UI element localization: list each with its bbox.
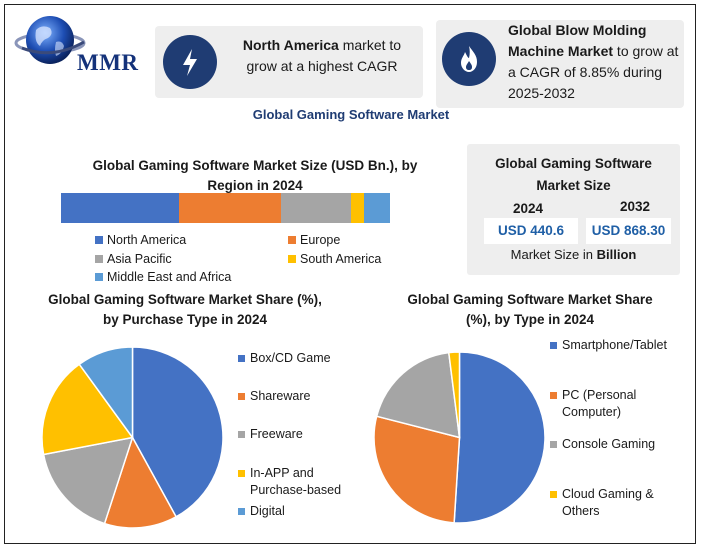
bar-segment-asia-pacific bbox=[281, 193, 351, 223]
legend-item-north-america: North America bbox=[95, 233, 186, 247]
legend-swatch bbox=[238, 355, 245, 362]
lightning-icon bbox=[163, 35, 217, 89]
pie-slice-digital bbox=[78, 346, 134, 440]
legend-swatch bbox=[238, 508, 245, 515]
legend-swatch bbox=[95, 236, 103, 244]
legend-label: Cloud Gaming & Others bbox=[562, 487, 654, 518]
legend-swatch bbox=[238, 393, 245, 400]
legend-swatch bbox=[95, 273, 103, 281]
pie-slice-shareware bbox=[103, 435, 178, 529]
legend-label: PC (Personal Computer) bbox=[562, 388, 637, 419]
purchase-type-chart-title: Global Gaming Software Market Share (%),… bbox=[48, 292, 322, 327]
info-box-blow-molding: Global Blow Molding Machine Market to gr… bbox=[436, 20, 684, 108]
pie-slice-freeware bbox=[42, 436, 134, 525]
page-title: Global Gaming Software Market bbox=[252, 107, 450, 122]
flame-icon bbox=[442, 32, 496, 86]
legend-label: Freeware bbox=[250, 427, 303, 441]
legend-swatch bbox=[238, 431, 245, 438]
logo-text: MMR bbox=[77, 50, 139, 75]
info-text-2: Global Blow Molding Machine Market to gr… bbox=[508, 22, 679, 101]
bar-segment-middle-east-and-africa bbox=[363, 193, 390, 223]
legend-swatch bbox=[550, 441, 557, 448]
legend-item-south-america: South America bbox=[288, 252, 381, 266]
legend-label: Shareware bbox=[250, 389, 311, 403]
pie-slice-in-app-and-purchase-based bbox=[41, 363, 134, 456]
legend-item-middle-east-and-africa: Middle East and Africa bbox=[95, 270, 231, 284]
infographic-frame bbox=[4, 4, 696, 544]
legend-label: Console Gaming bbox=[562, 437, 656, 451]
bar-segment-south-america bbox=[350, 193, 364, 223]
info-text-1: North America market to grow at a highes… bbox=[242, 37, 402, 74]
legend-label: South America bbox=[300, 252, 382, 266]
legend-label: In-APP and Purchase-based bbox=[250, 466, 342, 497]
pie-slice-console-gaming bbox=[375, 351, 461, 439]
legend-swatch bbox=[288, 255, 296, 263]
legend-label: Smartphone/Tablet bbox=[562, 338, 667, 352]
legend-swatch bbox=[288, 236, 296, 244]
market-size-box: Global Gaming Software Market Size 2024 … bbox=[467, 144, 680, 275]
legend-swatch bbox=[550, 491, 557, 498]
year-2032: 2032 bbox=[620, 199, 651, 214]
legend-label: Box/CD Game bbox=[250, 351, 331, 365]
legend-label: North America bbox=[107, 233, 187, 247]
legend-item-asia-pacific: Asia Pacific bbox=[95, 252, 172, 266]
bar-segment-europe bbox=[179, 193, 282, 223]
legend-label: Middle East and Africa bbox=[107, 270, 232, 284]
info-box-north-america: North America market to grow at a highes… bbox=[155, 26, 423, 98]
globe-icon bbox=[14, 16, 86, 64]
legend-swatch bbox=[550, 392, 557, 399]
region-stacked-bar bbox=[61, 193, 390, 223]
value-2032: USD 868.30 bbox=[586, 218, 671, 244]
market-size-unit: Market Size in Billion bbox=[510, 247, 637, 262]
legend-item-europe: Europe bbox=[288, 233, 340, 247]
pie-slice-smartphone-tablet bbox=[453, 351, 546, 524]
purchase-type-pie bbox=[41, 346, 224, 529]
legend-swatch bbox=[238, 470, 245, 477]
legend-swatch bbox=[95, 255, 103, 263]
mmr-logo: MMR bbox=[12, 12, 147, 75]
region-chart-title: Global Gaming Software Market Size (USD … bbox=[92, 158, 418, 193]
pie-slice-box-cd-game bbox=[131, 346, 224, 518]
value-2024: USD 440.6 bbox=[484, 218, 578, 244]
legend-label: Asia Pacific bbox=[107, 252, 172, 266]
market-size-title: Global Gaming Software Market Size bbox=[495, 156, 652, 193]
bar-segment-north-america bbox=[61, 193, 180, 223]
year-2024: 2024 bbox=[513, 201, 544, 216]
legend-swatch bbox=[550, 342, 557, 349]
pie-slice-cloud-gaming-others bbox=[447, 351, 461, 438]
pie-slice-pc-personal-computer bbox=[373, 415, 461, 524]
legend-label: Digital bbox=[250, 504, 285, 518]
type-chart-title: Global Gaming Software Market Share (%),… bbox=[407, 292, 653, 327]
type-pie bbox=[373, 351, 546, 524]
legend-label: Europe bbox=[300, 233, 341, 247]
